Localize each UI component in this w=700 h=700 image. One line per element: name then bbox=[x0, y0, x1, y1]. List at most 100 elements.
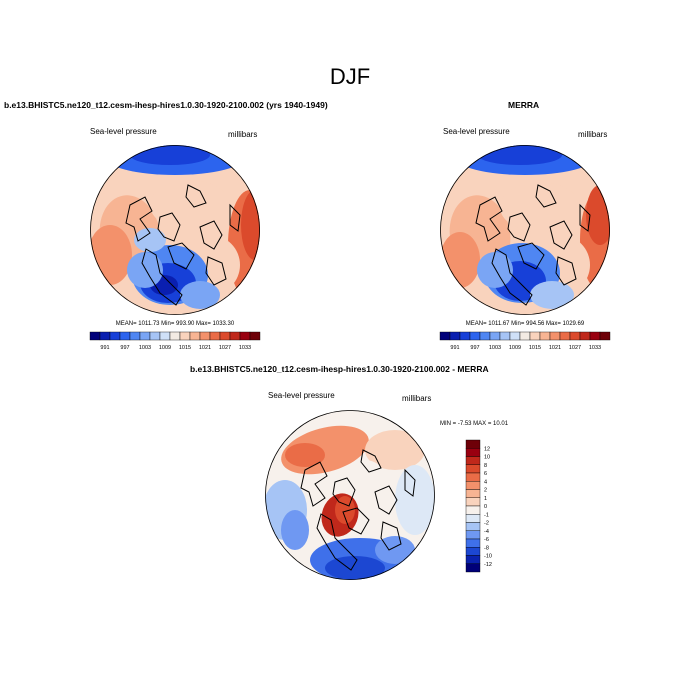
panel1-units-label: millibars bbox=[228, 130, 258, 139]
colorbar-tick-label: 997 bbox=[120, 345, 129, 351]
colorbar-swatch bbox=[465, 555, 481, 564]
colorbar-swatch bbox=[99, 331, 111, 341]
colorbar-tick-label: 1009 bbox=[159, 345, 171, 351]
map-border bbox=[440, 145, 610, 315]
colorbar-tick-label: 4 bbox=[484, 479, 487, 485]
colorbar-swatch bbox=[249, 331, 261, 341]
colorbar-swatch bbox=[519, 331, 531, 341]
colorbar-tick-label: -4 bbox=[484, 529, 489, 535]
panel2-units-label: millibars bbox=[578, 130, 608, 139]
colorbar-swatch bbox=[569, 331, 581, 341]
panel1-colorbar: 991 997 1003 1009 1015 1021 1027 1033 bbox=[89, 331, 261, 351]
colorbar-swatch bbox=[89, 331, 101, 341]
colorbar-swatch bbox=[459, 331, 471, 341]
field-contour-region bbox=[134, 228, 166, 252]
colorbar-swatch bbox=[465, 522, 481, 531]
coastline bbox=[300, 461, 328, 507]
colorbar-tick-label: 1021 bbox=[199, 345, 211, 351]
colorbar-swatch bbox=[159, 331, 171, 341]
map-field bbox=[90, 145, 260, 315]
colorbar-swatch bbox=[219, 331, 231, 341]
coastline bbox=[229, 203, 241, 232]
colorbar-swatch bbox=[439, 331, 451, 341]
colorbar-tick-label: 1009 bbox=[509, 345, 521, 351]
coastline bbox=[380, 521, 402, 551]
panel3-stats: MIN = -7.53 MAX = 10.01 bbox=[440, 421, 509, 427]
map-field bbox=[265, 410, 435, 580]
colorbar-tick-label: -12 bbox=[484, 562, 492, 568]
coastline bbox=[404, 468, 416, 497]
coastline bbox=[157, 212, 181, 242]
colorbar-swatch bbox=[465, 514, 481, 523]
colorbar-swatch bbox=[549, 331, 561, 341]
coastline bbox=[535, 184, 557, 208]
figure-title: DJF bbox=[329, 64, 371, 89]
colorbar-swatch bbox=[229, 331, 241, 341]
colorbar-swatch bbox=[169, 331, 181, 341]
panel2-stats: MEAN= 1011.67 Min= 994.56 Max= 1029.69 bbox=[465, 321, 585, 327]
colorbar-tick-label: -1 bbox=[484, 512, 489, 518]
colorbar-tick-label: 1033 bbox=[589, 345, 601, 351]
field-contour-region bbox=[375, 536, 415, 564]
colorbar-tick-label: 2 bbox=[484, 488, 487, 494]
colorbar-swatch bbox=[465, 530, 481, 540]
colorbar-swatch bbox=[559, 331, 571, 341]
coastline bbox=[507, 212, 531, 242]
colorbar-swatch bbox=[465, 481, 481, 490]
colorbar-tick-label: 1021 bbox=[549, 345, 561, 351]
field-contour-region bbox=[150, 180, 230, 230]
coastline bbox=[549, 220, 573, 250]
coastline bbox=[475, 196, 503, 242]
map-field bbox=[440, 145, 610, 315]
field-contour-region bbox=[325, 556, 385, 580]
coastline bbox=[332, 477, 356, 507]
colorbar-swatch bbox=[465, 472, 481, 482]
colorbar-swatch bbox=[599, 331, 611, 341]
colorbar-tick-label: 0 bbox=[484, 504, 487, 510]
field-contour-region bbox=[127, 252, 163, 288]
colorbar-tick-label: 1015 bbox=[529, 345, 541, 351]
coastline bbox=[491, 248, 533, 306]
panel3-map bbox=[265, 410, 435, 580]
coastline bbox=[374, 485, 398, 515]
colorbar-tick-label: -2 bbox=[484, 521, 489, 527]
panel1-variable-label: Sea-level pressure bbox=[90, 127, 157, 136]
colorbar-tick-label: 10 bbox=[484, 455, 490, 461]
field-contour-region bbox=[241, 190, 260, 260]
colorbar-swatch bbox=[179, 331, 191, 341]
field-contour-region bbox=[530, 281, 574, 309]
colorbar-swatch bbox=[499, 331, 511, 341]
coastline bbox=[185, 184, 207, 208]
colorbar-swatch bbox=[529, 331, 541, 341]
colorbar-swatch bbox=[239, 331, 251, 341]
coastline bbox=[555, 256, 577, 286]
colorbar-swatch bbox=[465, 497, 481, 507]
panel1-title: b.e13.BHISTC5.ne120_t12.cesm-ihesp-hires… bbox=[4, 100, 328, 110]
colorbar-swatch bbox=[479, 331, 491, 341]
colorbar-tick-label: 1003 bbox=[139, 345, 151, 351]
colorbar-tick-label: 1027 bbox=[569, 345, 581, 351]
colorbar-tick-label: 991 bbox=[100, 345, 109, 351]
colorbar-swatch bbox=[539, 331, 551, 341]
colorbar-tick-label: -6 bbox=[484, 537, 489, 543]
coastline bbox=[360, 449, 382, 473]
colorbar-swatch bbox=[139, 331, 151, 341]
map-border bbox=[265, 410, 435, 580]
field-contour-region bbox=[478, 145, 562, 165]
colorbar-swatch bbox=[465, 456, 481, 465]
colorbar-swatch bbox=[465, 563, 481, 573]
colorbar-swatch bbox=[449, 331, 461, 341]
colorbar-tick-label: 1 bbox=[484, 496, 487, 502]
coastlines bbox=[475, 184, 591, 306]
colorbar-swatch bbox=[509, 331, 521, 341]
colorbar-tick-label: 1015 bbox=[179, 345, 191, 351]
panel2-title: MERRA bbox=[508, 100, 540, 110]
panel3-units-label: millibars bbox=[402, 394, 432, 403]
colorbar-swatch bbox=[465, 505, 481, 515]
colorbar-swatch bbox=[465, 439, 481, 449]
colorbar-tick-label: 8 bbox=[484, 463, 487, 469]
colorbar-swatch bbox=[489, 331, 501, 341]
field-contour-region bbox=[180, 281, 220, 309]
colorbar-swatch bbox=[119, 331, 131, 341]
